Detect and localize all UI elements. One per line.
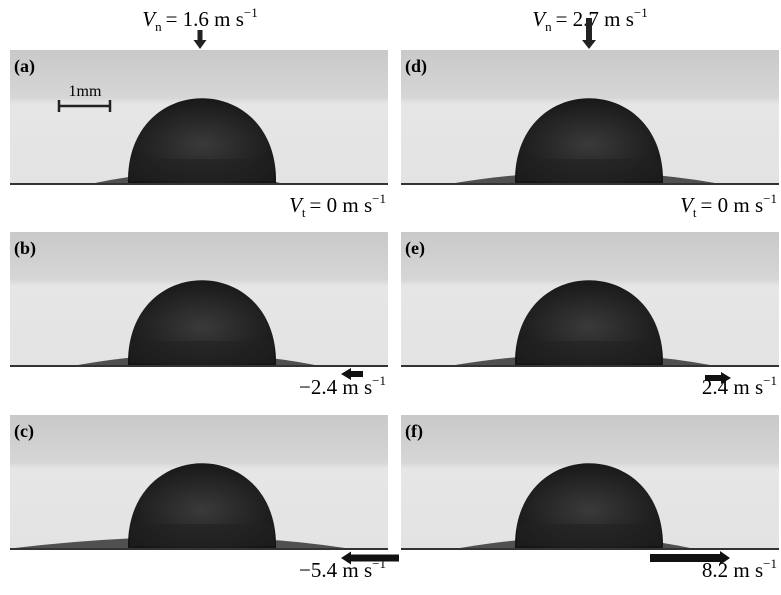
drop-base: [130, 159, 274, 181]
arrow: [341, 551, 399, 565]
panel: (a) Vt = 0 m s−1: [10, 30, 388, 220]
superscript: −1: [763, 191, 777, 206]
top-label: Vn = 1.6 m s−1: [142, 5, 258, 34]
panel-label: (d): [405, 56, 427, 77]
panel-label: (a): [14, 56, 35, 77]
drop-base: [130, 524, 274, 546]
panel-label: (f): [405, 421, 423, 442]
superscript: −1: [372, 373, 386, 388]
value-text: = 1.6 m s: [166, 7, 244, 31]
arrow: [705, 372, 731, 384]
arrow: [193, 30, 207, 49]
arrow: [341, 368, 363, 380]
value-text: −5.4 m s: [299, 558, 372, 582]
panel-label: (b): [14, 238, 36, 259]
value-text: = 0 m s: [310, 193, 373, 217]
panel: (d) Vt = 0 m s−1: [401, 18, 779, 220]
value-text: −2.4 m s: [299, 375, 372, 399]
symbol: V: [532, 7, 547, 31]
symbol: V: [289, 193, 304, 217]
panel-label: (c): [14, 421, 34, 442]
panel-label: (e): [405, 238, 425, 259]
subscript: n: [155, 19, 162, 34]
velocity-label: Vt = 0 m s−1: [289, 191, 386, 220]
velocity-label: 2.4 m s−1: [702, 373, 777, 399]
panel: (c)−5.4 m s−1: [10, 415, 399, 582]
scale-bar: 1mm: [57, 83, 112, 112]
symbol: V: [142, 7, 157, 31]
velocity-label: Vt = 0 m s−1: [680, 191, 777, 220]
scale-bar-line: [57, 100, 112, 112]
superscript: −1: [763, 556, 777, 571]
drop-base: [130, 341, 274, 363]
superscript: −1: [763, 373, 777, 388]
arrow: [650, 551, 730, 565]
superscript: −1: [244, 5, 258, 20]
panel: (b) −2.4 m s−1: [10, 232, 388, 399]
value-text: = 0 m s: [701, 193, 764, 217]
drop-base: [517, 159, 661, 181]
symbol: V: [680, 193, 695, 217]
drop-base: [517, 341, 661, 363]
subscript: n: [545, 19, 552, 34]
subscript: t: [693, 205, 697, 220]
velocity-label: −2.4 m s−1: [299, 373, 386, 399]
superscript: −1: [372, 191, 386, 206]
superscript: −1: [634, 5, 648, 20]
arrow: [582, 18, 596, 49]
scale-bar-label: 1mm: [69, 83, 102, 100]
value-text: = 2.7 m s: [556, 7, 634, 31]
subscript: t: [302, 205, 306, 220]
panel: (e) 2.4 m s−1: [401, 232, 779, 399]
top-label: Vn = 2.7 m s−1: [532, 5, 648, 34]
drop-base: [517, 524, 661, 546]
panel: (f)8.2 m s−1: [401, 415, 779, 582]
